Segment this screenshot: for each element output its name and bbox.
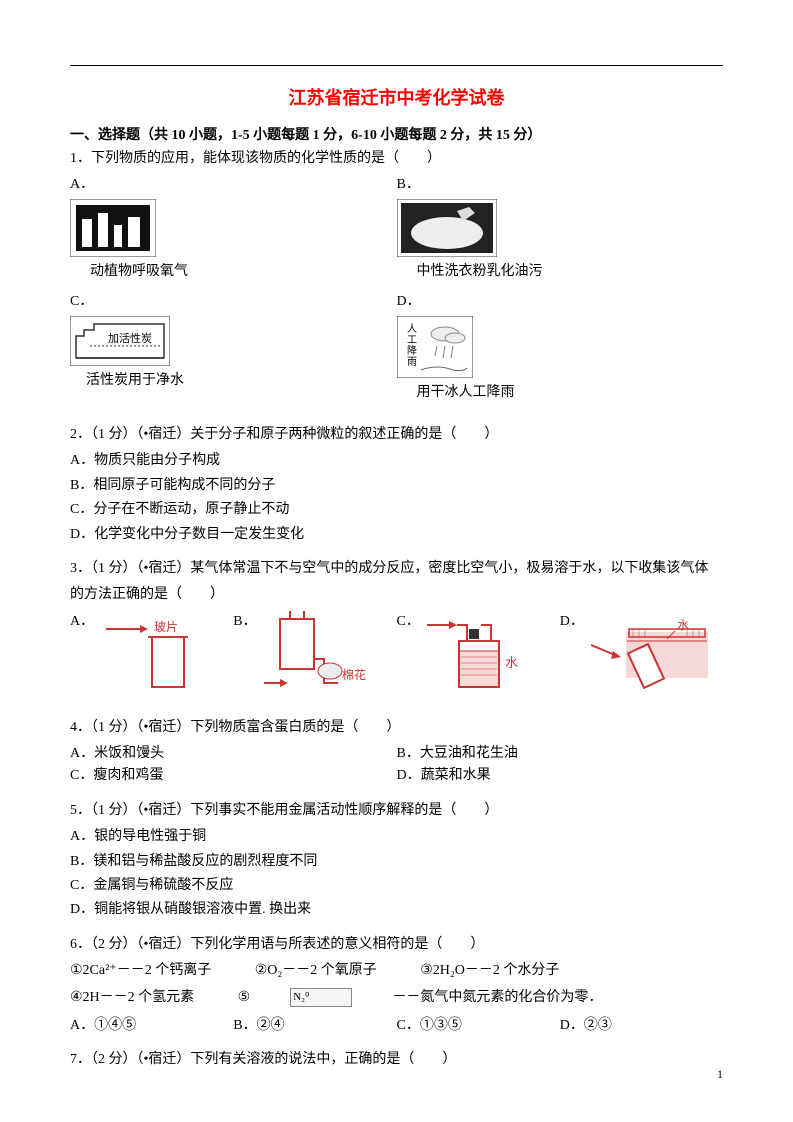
q3-optA-label: A．: [70, 614, 94, 629]
q1-option-c: C． 加活性炭 活性炭用于净水: [70, 291, 397, 404]
q3-stem2: 的方法正确的是（ ）: [70, 584, 723, 606]
q1-optB-label: B．: [397, 174, 724, 196]
q3-option-b: B． 棉花: [233, 611, 396, 705]
q3-stem1: 3．（1 分）（•宿迁）某气体常温下不与空气中的成分反应，密度比空气小，极易溶于…: [70, 558, 723, 580]
q6-line1-2: ②O₂－－2 个氧原子: [255, 960, 377, 982]
q2-optB: B．相同原子可能构成不同的分子: [70, 475, 723, 497]
q1-optA-label: A．: [70, 174, 397, 196]
question-6: 6．（2 分）（•宿迁）下列化学用语与所表述的意义相符的是（ ） ①2Ca²⁺－…: [70, 934, 723, 1038]
q6-line2-2b: －－氮气中氮元素的化合价为零．: [392, 987, 602, 1009]
q3-optB-label: B．: [233, 614, 256, 629]
q7-stem: 7．（2 分）（•宿迁）下列有关溶液的说法中，正确的是（ ）: [70, 1049, 723, 1071]
question-3: 3．（1 分）（•宿迁）某气体常温下不与空气中的成分反应，密度比空气小，极易溶于…: [70, 558, 723, 705]
question-4: 4．（1 分）（•宿迁）下列物质富含蛋白质的是（ ） A．米饭和馒头 B．大豆油…: [70, 717, 723, 788]
question-5: 5．（1 分）（•宿迁）下列事实不能用金属活动性顺序解释的是（ ） A．银的导电…: [70, 800, 723, 922]
q4-optB: B．大豆油和花生油: [397, 743, 724, 765]
q1-option-b: B． 中性洗衣粉乳化油污: [397, 174, 724, 283]
q5-optC: C．金属铜与稀硫酸不反应: [70, 875, 723, 897]
q1-optA-caption: 动植物呼吸氧气: [70, 261, 397, 283]
q1-optC-caption: 活性炭用于净水: [70, 370, 397, 392]
q3-imgC-icon: 水: [423, 611, 543, 705]
q3-option-c: C． 水: [397, 611, 560, 705]
q6-optD: D．②③: [560, 1015, 723, 1037]
q5-optD: D．铜能将银从硝酸银溶液中置. 换出来: [70, 899, 723, 921]
svg-text:水: 水: [505, 655, 518, 670]
q1-option-a: A． 动植物呼吸氧气: [70, 174, 397, 283]
q2-optA: A．物质只能由分子构成: [70, 450, 723, 472]
q4-optC: C．瘦肉和鸡蛋: [70, 765, 397, 787]
q5-optB: B．镁和铝与稀盐酸反应的剧烈程度不同: [70, 851, 723, 873]
q6-optC: C．①③⑤: [397, 1015, 560, 1037]
question-7: 7．（2 分）（•宿迁）下列有关溶液的说法中，正确的是（ ）: [70, 1049, 723, 1071]
q6-line1-1: ①2Ca²⁺－－2 个钙离子: [70, 960, 211, 982]
q4-stem: 4．（1 分）（•宿迁）下列物质富含蛋白质的是（ ）: [70, 717, 723, 739]
q4-optA: A．米饭和馒头: [70, 743, 397, 765]
q5-optA: A．银的导电性强于铜: [70, 826, 723, 848]
section-1-header: 一、选择题（共 10 小题，1-5 小题每题 1 分，6-10 小题每题 2 分…: [70, 124, 723, 144]
svg-text:工: 工: [407, 335, 417, 346]
q6-line2: ④2H－－2 个氢元素 ⑤ N₂⁰ －－氮气中氮元素的化合价为零．: [70, 987, 723, 1009]
svg-text:人: 人: [407, 323, 417, 335]
q3-option-a: A． 玻片: [70, 611, 233, 701]
q1-optC-label: C．: [70, 291, 397, 313]
q3-imgD-icon: 水: [587, 611, 717, 691]
q5-stem: 5．（1 分）（•宿迁）下列事实不能用金属活动性顺序解释的是（ ）: [70, 800, 723, 822]
page-number: 1: [717, 1067, 723, 1082]
q3-option-d: D． 水: [560, 611, 723, 691]
q6-optA: A．①④⑤: [70, 1015, 233, 1037]
svg-text:玻片: 玻片: [154, 620, 178, 634]
q2-stem: 2．（1 分）（•宿迁）关于分子和原子两种微粒的叙述正确的是（ ）: [70, 424, 723, 446]
q1-imgC-icon: 加活性炭: [70, 316, 170, 366]
svg-text:降: 降: [407, 344, 417, 357]
q1-optD-label: D．: [397, 291, 724, 313]
q6-optB: B．②④: [233, 1015, 396, 1037]
q1-imgA-icon: [70, 199, 156, 257]
q3-imgA-icon: 玻片: [98, 611, 208, 701]
q6-formula-icon: N₂⁰: [290, 988, 352, 1008]
q2-optC: C．分子在不断运动，原子静止不动: [70, 499, 723, 521]
question-2: 2．（1 分）（•宿迁）关于分子和原子两种微粒的叙述正确的是（ ） A．物质只能…: [70, 424, 723, 546]
q6-line2-1: ④2H－－2 个氢元素: [70, 987, 194, 1009]
q2-optD: D．化学变化中分子数目一定发生变化: [70, 524, 723, 546]
q6-stem: 6．（2 分）（•宿迁）下列化学用语与所表述的意义相符的是（ ）: [70, 934, 723, 956]
q1-option-d: D． 人 工 降 雨 用干冰人工降雨: [397, 291, 724, 404]
svg-text:加活性炭: 加活性炭: [108, 331, 152, 345]
q1-optD-caption: 用干冰人工降雨: [397, 382, 724, 404]
q3-optC-label: C．: [397, 614, 420, 629]
q6-line1: ①2Ca²⁺－－2 个钙离子 ②O₂－－2 个氧原子 ③2H₂O－－2 个水分子: [70, 960, 723, 982]
svg-text:棉花: 棉花: [342, 667, 366, 682]
q1-imgB-icon: [397, 199, 497, 257]
q1-stem: 1．下列物质的应用，能体现该物质的化学性质的是（ ）: [70, 148, 723, 170]
q4-optD: D．蔬菜和水果: [397, 765, 724, 787]
header-divider: [70, 65, 723, 66]
q3-optD-label: D．: [560, 614, 584, 629]
question-1: 1．下列物质的应用，能体现该物质的化学性质的是（ ） A． 动植物呼吸氧气 B．: [70, 148, 723, 412]
q3-imgB-icon: 棉花: [260, 611, 390, 705]
q1-imgD-icon: 人 工 降 雨: [397, 316, 473, 378]
q6-line1-3: ③2H₂O－－2 个水分子: [420, 960, 559, 982]
exam-title: 江苏省宿迁市中考化学试卷: [70, 84, 723, 110]
svg-text:雨: 雨: [407, 357, 417, 368]
q6-line2-2a: ⑤: [238, 987, 251, 1009]
q1-optB-caption: 中性洗衣粉乳化油污: [397, 261, 724, 283]
q6-line2-2: ⑤ N₂⁰ －－氮气中氮元素的化合价为零．: [238, 987, 643, 1009]
